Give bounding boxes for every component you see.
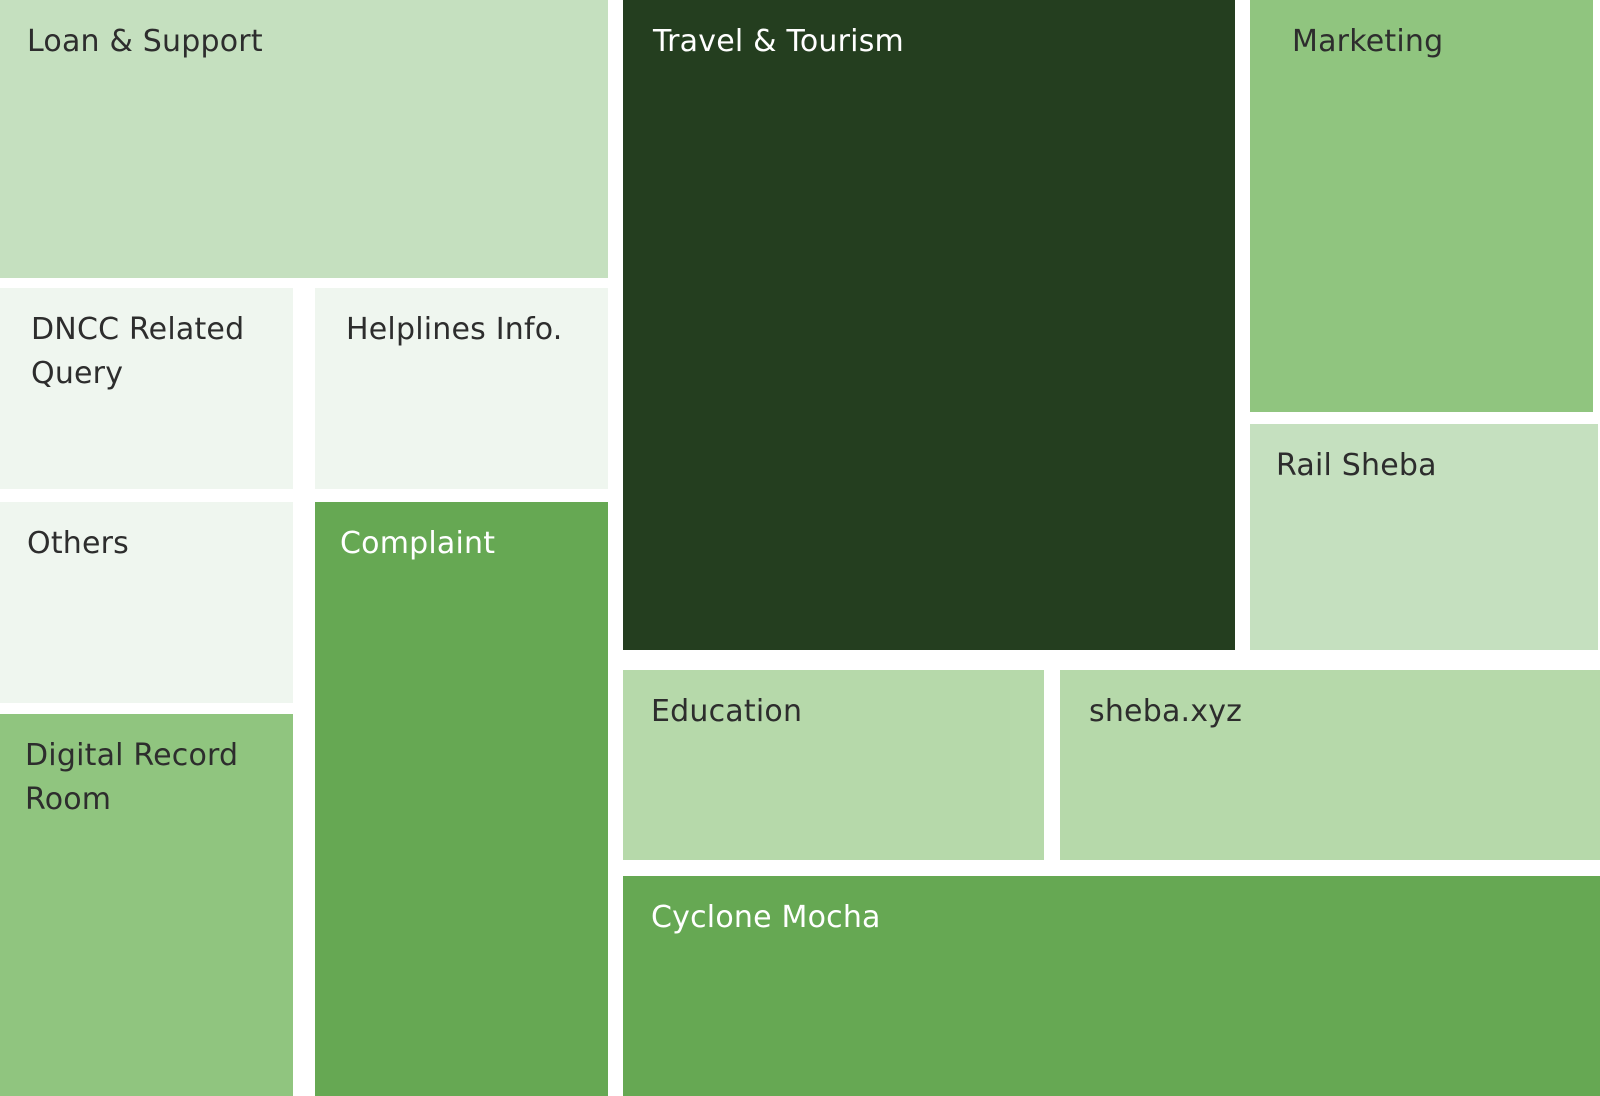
treemap-tile-education[interactable]: Education	[623, 670, 1044, 860]
treemap-tile-sheba-xyz[interactable]: sheba.xyz	[1060, 670, 1600, 860]
treemap-tile-label: Loan & Support	[27, 24, 263, 59]
treemap-tile-label: Travel & Tourism	[653, 24, 904, 59]
treemap-tile-label: Education	[651, 694, 803, 729]
treemap-tile-label: Complaint	[340, 526, 496, 561]
treemap-tile-label: Digital Record Room	[25, 738, 239, 817]
treemap-tile-digital-record-room[interactable]: Digital Record Room	[0, 714, 293, 1096]
treemap-tile-label: Marketing	[1292, 24, 1444, 59]
treemap-tile-label: Helplines Info.	[346, 312, 563, 347]
treemap-tile-helplines-info[interactable]: Helplines Info.	[315, 288, 608, 489]
treemap-tile-label: DNCC Related Query	[31, 312, 245, 391]
treemap-tile-loan-support[interactable]: Loan & Support	[0, 0, 608, 278]
treemap-tile-others[interactable]: Others	[0, 502, 293, 703]
treemap-tile-rail-sheba[interactable]: Rail Sheba	[1250, 424, 1598, 650]
treemap-tile-label: Others	[27, 526, 130, 561]
treemap-tile-label: Rail Sheba	[1276, 448, 1437, 483]
treemap-tile-label: sheba.xyz	[1089, 694, 1243, 729]
treemap-tile-dncc-related-query[interactable]: DNCC Related Query	[0, 288, 293, 489]
treemap-tile-complaint[interactable]: Complaint	[315, 502, 608, 1096]
treemap-tile-travel-tourism[interactable]: Travel & Tourism	[623, 0, 1235, 650]
treemap-tile-marketing[interactable]: Marketing	[1250, 0, 1593, 412]
treemap-tile-label: Cyclone Mocha	[651, 900, 881, 935]
treemap-tile-cyclone-mocha[interactable]: Cyclone Mocha	[623, 876, 1600, 1096]
